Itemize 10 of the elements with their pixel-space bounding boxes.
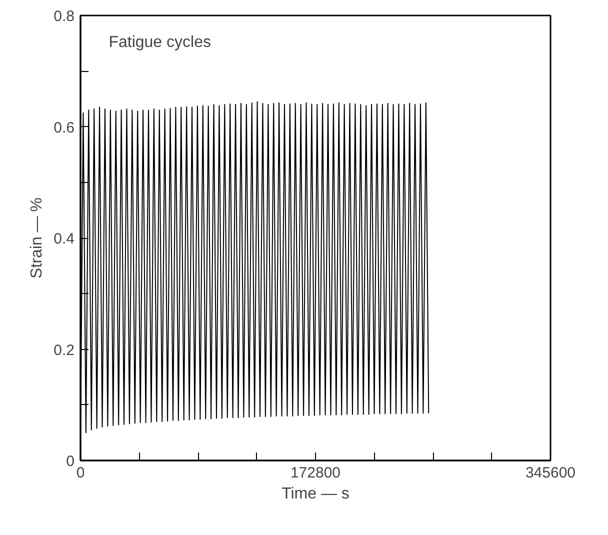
x-axis-title: Time — s — [282, 486, 350, 502]
x-tick-label: 345600 — [525, 464, 576, 482]
y-tick-label: 0.2 — [54, 342, 75, 359]
y-tick-label: 0.8 — [54, 8, 75, 25]
x-tick-label: 172800 — [290, 464, 341, 482]
y-axis-title: Strain — % — [28, 198, 46, 278]
annotation: Fatigue cycles — [108, 34, 211, 52]
y-tick-label: 0.4 — [54, 230, 75, 248]
y-tick-label: 0.6 — [54, 119, 75, 136]
y-tick-label: 0 — [66, 453, 74, 470]
